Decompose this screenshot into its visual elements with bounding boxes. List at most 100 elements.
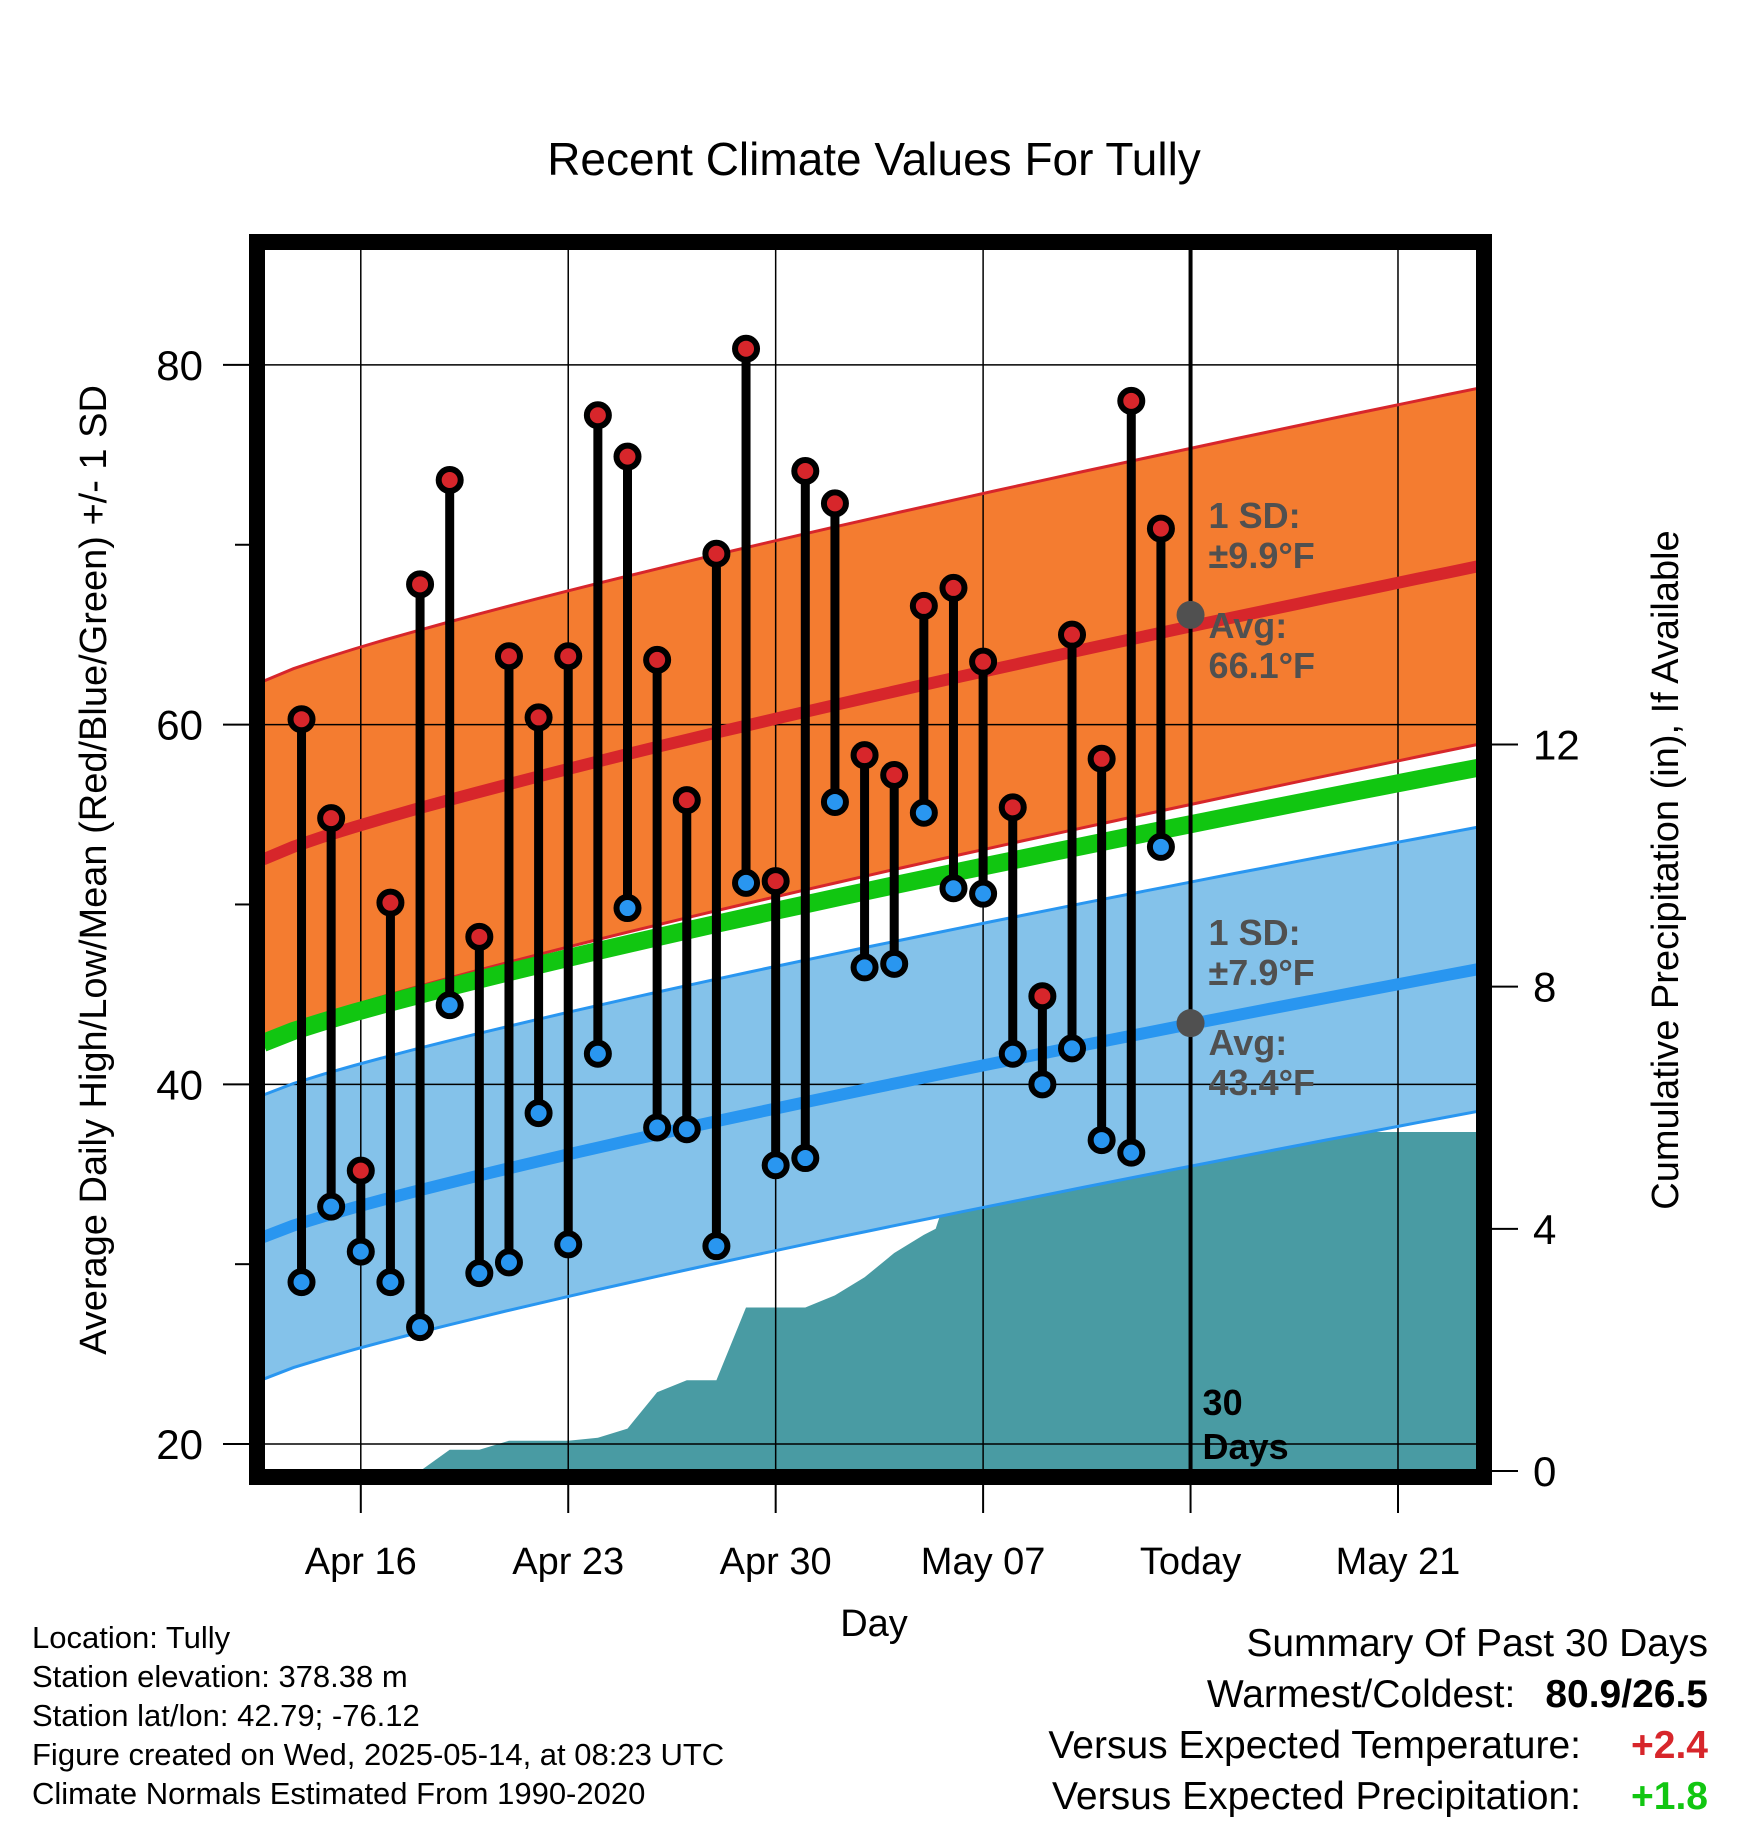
high-point: [909, 591, 938, 620]
low-point: [1087, 1126, 1116, 1155]
low-point: [1058, 1034, 1087, 1063]
high-avg-text-1: 66.1°F: [1209, 645, 1315, 686]
warmest-label: Warmest/Coldest:: [1206, 1673, 1516, 1716]
low-point: [1028, 1070, 1057, 1099]
high-sd-band-upper-edge: [262, 386, 1479, 683]
low-point: [435, 991, 464, 1020]
high-point: [554, 642, 583, 671]
chart-title: Recent Climate Values For Tully: [547, 133, 1201, 185]
summary-panel: Summary Of Past 30 Days Warmest/Coldest:…: [1048, 1618, 1708, 1822]
high-point: [494, 642, 523, 671]
low-sd-text-0: 1 SD:: [1209, 912, 1301, 953]
y2-tick-label-2: 8: [1533, 964, 1556, 1011]
low-point: [317, 1192, 346, 1221]
y-tick-label-2: 60: [156, 702, 203, 749]
summary-precip-row: Versus Expected Precipitation: +1.8: [1048, 1771, 1708, 1822]
high-avg-marker: [1176, 600, 1205, 629]
y2-tick-label-3: 12: [1533, 721, 1580, 768]
high-point: [791, 457, 820, 486]
low-point: [909, 798, 938, 827]
low-point: [820, 787, 849, 816]
high-point: [880, 760, 909, 789]
low-point: [850, 953, 879, 982]
high-point: [376, 888, 405, 917]
low-avg-text-1: 43.4°F: [1209, 1062, 1315, 1103]
high-point: [435, 466, 464, 495]
low-sd-band-upper-edge: [262, 825, 1479, 1097]
y-axis-label: Average Daily High/Low/Mean (Red/Blue/Gr…: [73, 385, 115, 1355]
high-point: [1058, 620, 1087, 649]
x-tick-label-5: May 21: [1336, 1541, 1461, 1583]
low-point: [1117, 1138, 1146, 1167]
warmest-value: 80.9/26.5: [1545, 1673, 1708, 1716]
low-avg-line: [260, 963, 1480, 1243]
low-point: [494, 1248, 523, 1277]
today-days-text-0: 30: [1203, 1382, 1243, 1423]
y-tick-label-1: 40: [156, 1061, 203, 1108]
low-point: [1146, 832, 1175, 861]
low-point: [791, 1144, 820, 1173]
low-point: [761, 1151, 790, 1180]
high-point: [317, 804, 346, 833]
high-point: [1087, 744, 1116, 773]
high-point: [732, 334, 761, 363]
x-tick-label-2: Apr 30: [720, 1541, 832, 1583]
summary-heading: Summary Of Past 30 Days: [1246, 1622, 1708, 1665]
low-point: [702, 1232, 731, 1261]
high-point: [1146, 514, 1175, 543]
high-point: [1117, 386, 1146, 415]
high-point: [643, 645, 672, 674]
x-tick-label-3: May 07: [921, 1541, 1046, 1583]
elevation-text: Station elevation: 378.38 m: [32, 1659, 408, 1694]
y-tick-label-3: 80: [156, 342, 203, 389]
high-point: [761, 867, 790, 896]
low-point: [732, 868, 761, 897]
low-point: [287, 1268, 316, 1297]
low-point: [969, 879, 998, 908]
high-point: [524, 703, 553, 732]
low-point: [939, 874, 968, 903]
low-point: [406, 1313, 435, 1342]
summary-warmest-row: Warmest/Coldest: 80.9/26.5: [1048, 1669, 1708, 1720]
low-point: [346, 1237, 375, 1266]
low-sd-text-1: ±7.9°F: [1209, 952, 1315, 993]
low-avg-marker: [1176, 1009, 1205, 1038]
high-point: [346, 1156, 375, 1185]
low-point: [376, 1268, 405, 1297]
high-point: [613, 442, 642, 471]
temp-label: Versus Expected Temperature:: [1048, 1724, 1581, 1767]
high-avg-text-0: Avg:: [1209, 605, 1288, 646]
low-point: [880, 949, 909, 978]
low-point: [672, 1115, 701, 1144]
y-tick-label-0: 20: [156, 1421, 203, 1468]
low-point: [998, 1039, 1027, 1068]
low-point: [524, 1099, 553, 1128]
high-point: [287, 705, 316, 734]
high-point: [969, 647, 998, 676]
low-point: [465, 1259, 494, 1288]
low-point: [613, 894, 642, 923]
y2-tick-label-0: 0: [1533, 1448, 1556, 1495]
high-sd-band-lower-edge: [262, 742, 1479, 1039]
low-point: [554, 1230, 583, 1259]
summary-temp-row: Versus Expected Temperature: +2.4: [1048, 1720, 1708, 1771]
today-days-text-1: Days: [1203, 1426, 1289, 1467]
low-sd-band-lower-edge: [262, 1109, 1479, 1381]
low-point: [583, 1039, 612, 1068]
x-tick-label-1: Apr 23: [512, 1541, 624, 1583]
precip-label: Versus Expected Precipitation:: [1052, 1775, 1581, 1818]
y2-axis-label: Cumulative Precipitation (in), If Availa…: [1645, 530, 1687, 1209]
station-info: Location: Tully Station elevation: 378.3…: [32, 1618, 724, 1813]
high-point: [850, 741, 879, 770]
high-sd-text-0: 1 SD:: [1209, 495, 1301, 536]
y2-tick-label-1: 4: [1533, 1206, 1556, 1253]
high-point: [583, 401, 612, 430]
x-tick-label-4: Today: [1140, 1541, 1241, 1583]
precip-value: +1.8: [1631, 1775, 1708, 1818]
x-axis-label: Day: [840, 1603, 908, 1645]
high-point: [1028, 982, 1057, 1011]
high-point: [465, 922, 494, 951]
created-text: Figure created on Wed, 2025-05-14, at 08…: [32, 1737, 725, 1772]
mean-avg-line: [259, 758, 1480, 1052]
high-point: [672, 786, 701, 815]
